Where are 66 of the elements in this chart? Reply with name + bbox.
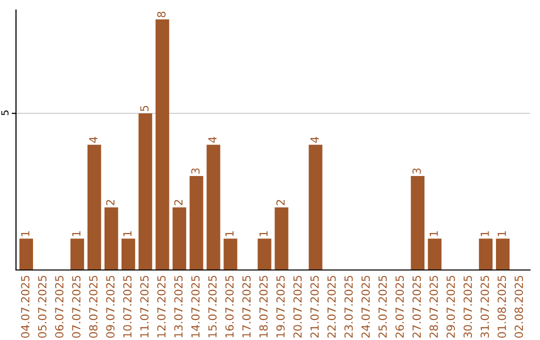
x-tick-label: 29.07.2025 <box>446 276 455 338</box>
data-label: 1 <box>498 231 506 236</box>
x-tick-label: 14.07.2025 <box>191 276 200 338</box>
bar <box>190 176 204 270</box>
data-label: 4 <box>208 136 216 143</box>
bar <box>308 144 322 270</box>
bar <box>206 144 220 270</box>
data-label: 1 <box>72 231 80 236</box>
bar <box>19 238 34 270</box>
bar <box>496 238 510 270</box>
x-tick-label: 18.07.2025 <box>259 276 268 338</box>
data-label: 1 <box>225 231 234 236</box>
data-label: 3 <box>412 168 421 174</box>
data-label: 1 <box>430 231 438 236</box>
bar <box>70 238 84 270</box>
x-tick-label: 27.07.2025 <box>412 276 421 338</box>
bar <box>87 144 102 270</box>
data-label: 5 <box>140 106 149 112</box>
data-label: 4 <box>310 136 319 143</box>
x-tick-label: 08.07.2025 <box>89 276 98 338</box>
bar <box>156 19 170 270</box>
bar <box>122 238 136 270</box>
data-label: 1 <box>21 231 30 236</box>
bar <box>428 238 442 270</box>
data-label: 8 <box>157 12 166 18</box>
x-tick-label: 28.07.2025 <box>430 276 438 338</box>
bar <box>410 176 424 270</box>
x-tick-label: 12.07.2025 <box>157 276 166 338</box>
x-tick-label: 01.08.2025 <box>498 276 506 338</box>
x-tick-label: 17.07.2025 <box>242 276 251 338</box>
bar <box>258 238 272 270</box>
x-tick-label: 22.07.2025 <box>327 276 336 338</box>
x-tick-label: 10.07.2025 <box>123 276 132 338</box>
x-tick-label: 07.07.2025 <box>72 276 80 338</box>
bar <box>172 207 186 270</box>
x-tick-label: 16.07.2025 <box>225 276 234 338</box>
bar <box>478 238 493 270</box>
bar <box>104 207 118 270</box>
data-label: 3 <box>191 168 200 174</box>
x-tick-label: 15.07.2025 <box>208 276 217 338</box>
data-label: 1 <box>259 231 268 236</box>
x-tick-label: 24.07.2025 <box>361 276 370 338</box>
x-tick-label: 30.07.2025 <box>464 276 472 338</box>
bar <box>138 113 152 270</box>
data-label: 1 <box>123 231 132 236</box>
x-tick-label: 21.07.2025 <box>310 276 319 338</box>
bar <box>224 238 238 270</box>
x-tick-label: 13.07.2025 <box>174 276 183 338</box>
data-label: 4 <box>89 136 98 143</box>
x-tick-label: 25.07.2025 <box>378 276 387 338</box>
x-tick-label: 04.07.2025 <box>21 276 30 338</box>
x-tick-label: 20.07.2025 <box>293 276 302 338</box>
x-tick-label: 23.07.2025 <box>344 276 353 338</box>
x-tick-label: 09.07.2025 <box>106 276 115 338</box>
x-tick-label: 02.08.2025 <box>514 276 524 338</box>
x-tick-label: 05.07.2025 <box>38 276 46 338</box>
data-label: 2 <box>174 200 182 206</box>
x-tick-label: 31.07.2025 <box>480 276 489 338</box>
x-tick-label: 19.07.2025 <box>276 276 285 338</box>
x-tick-label: 26.07.2025 <box>395 276 404 338</box>
data-label: 2 <box>106 200 114 206</box>
x-tick-label: 11.07.2025 <box>140 276 149 338</box>
data-label: 1 <box>480 231 489 236</box>
data-label: 2 <box>276 200 285 206</box>
bar <box>274 207 288 270</box>
x-tick-label: 06.07.2025 <box>55 276 64 338</box>
